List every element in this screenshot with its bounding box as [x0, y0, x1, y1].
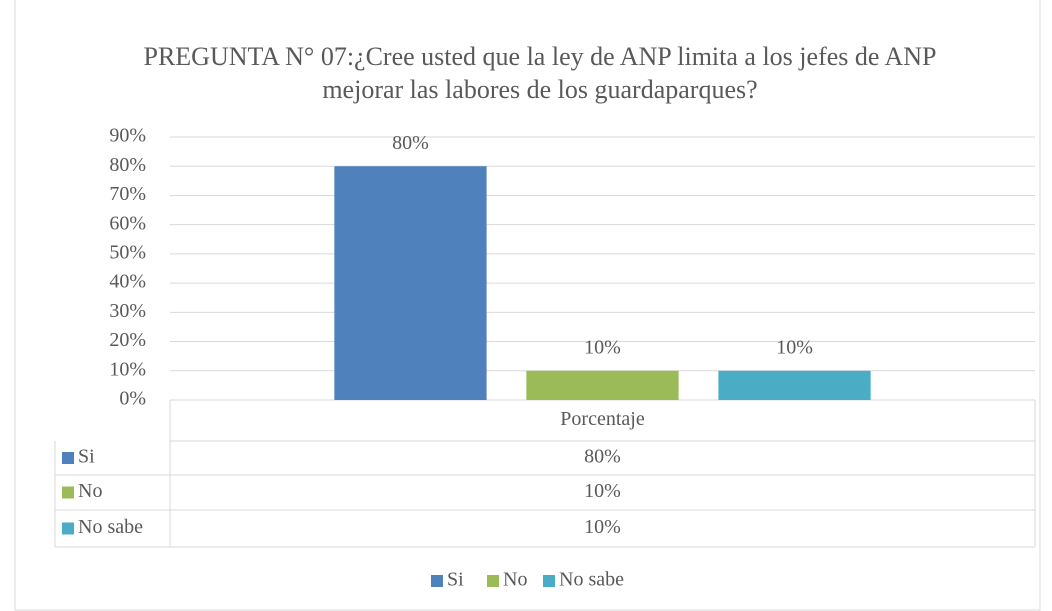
legend-label: No: [503, 569, 527, 591]
table-row-label: No: [78, 480, 102, 502]
table-cell: 80%: [584, 446, 621, 468]
bar: [718, 370, 871, 400]
chart-border: [14, 0, 1041, 611]
bar: [526, 370, 679, 400]
legend-swatch: [431, 575, 443, 587]
y-tick-label: 80%: [109, 154, 146, 176]
data-label: 80%: [392, 132, 429, 154]
table-swatch: [62, 452, 74, 464]
bar: [334, 166, 487, 400]
y-tick-label: 40%: [109, 271, 146, 293]
y-tick-label: 60%: [109, 212, 146, 234]
chart-title: PREGUNTA N° 07:¿Cree usted que la ley de…: [143, 42, 937, 104]
legend-label: Si: [447, 569, 464, 591]
y-tick-label: 20%: [109, 329, 146, 351]
y-tick-label: 0%: [119, 388, 146, 410]
y-tick-label: 30%: [109, 300, 146, 322]
table-header: Porcentaje: [560, 408, 645, 430]
y-tick-label: 10%: [109, 358, 146, 380]
legend-label: No sabe: [559, 569, 624, 591]
data-label: 10%: [776, 336, 813, 358]
y-tick-label: 90%: [109, 125, 146, 147]
data-label: 10%: [584, 336, 621, 358]
legend-swatch: [543, 575, 555, 587]
table-row-label: Si: [78, 446, 95, 468]
table-cell: 10%: [584, 480, 621, 502]
table-swatch: [62, 522, 74, 535]
y-tick-label: 50%: [109, 241, 146, 263]
table-swatch: [62, 486, 74, 499]
y-tick-label: 70%: [109, 183, 146, 205]
table-row-label: No sabe: [78, 516, 143, 538]
legend-swatch: [487, 575, 499, 587]
table-cell: 10%: [584, 516, 621, 538]
